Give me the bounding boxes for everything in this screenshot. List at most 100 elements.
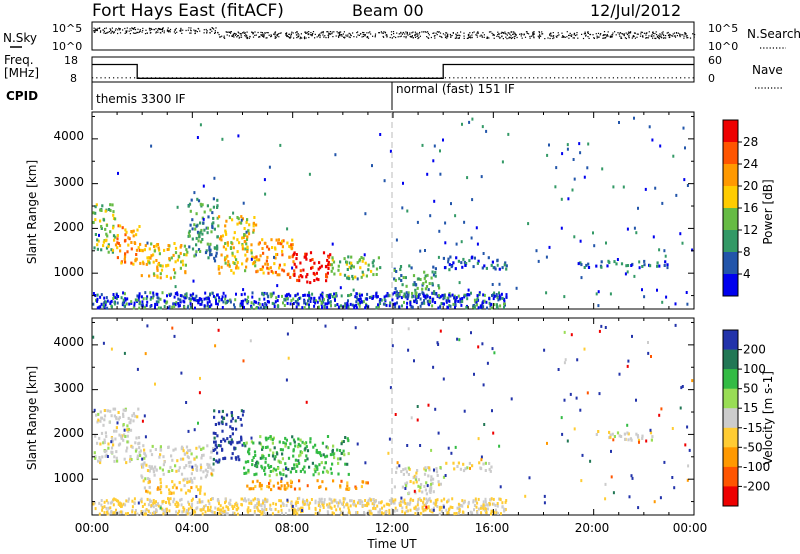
echo-cell bbox=[658, 248, 661, 252]
echo-cell bbox=[372, 259, 375, 263]
echo-cell bbox=[271, 292, 274, 296]
nsky-point bbox=[551, 35, 553, 37]
echo-cell bbox=[155, 500, 157, 504]
echo-cell bbox=[288, 508, 291, 512]
nsky-point bbox=[475, 34, 477, 36]
nsky-point bbox=[606, 34, 608, 36]
echo-cell bbox=[147, 503, 150, 507]
echo-cell bbox=[218, 215, 221, 219]
echo-cell bbox=[190, 452, 193, 456]
echo-cell bbox=[289, 245, 292, 249]
nsky-point bbox=[285, 33, 288, 35]
nsky-point bbox=[304, 36, 306, 38]
nsky-point bbox=[449, 33, 451, 36]
nsky-point bbox=[476, 36, 478, 38]
echo-cell bbox=[298, 507, 301, 511]
echo-cell bbox=[325, 264, 328, 268]
echo-cell bbox=[214, 506, 217, 510]
nsky-point bbox=[97, 27, 99, 29]
echo-cell bbox=[116, 256, 119, 260]
echo-cell bbox=[242, 201, 245, 205]
echo-cell bbox=[195, 236, 198, 240]
echo-cell bbox=[133, 241, 136, 245]
echo-cell bbox=[96, 299, 99, 303]
echo-cell bbox=[106, 510, 108, 514]
echo-cell bbox=[630, 474, 633, 478]
echo-cell bbox=[476, 501, 479, 505]
echo-cell bbox=[171, 469, 174, 472]
nsky-label: N.Sky bbox=[3, 31, 37, 45]
echo-cell bbox=[342, 497, 345, 501]
echo-cell bbox=[264, 436, 267, 440]
echo-cell bbox=[215, 445, 218, 449]
nsky-point bbox=[295, 32, 297, 34]
xlabel: Time UT bbox=[366, 537, 417, 551]
echo-cell bbox=[243, 305, 245, 309]
nsky-point bbox=[427, 31, 429, 33]
nsky-point bbox=[213, 28, 215, 30]
echo-cell bbox=[463, 295, 466, 299]
echo-cell bbox=[292, 252, 295, 256]
echo-cell bbox=[143, 502, 146, 506]
echo-cell bbox=[272, 469, 275, 473]
echo-cell bbox=[490, 306, 493, 310]
echo-cell bbox=[142, 444, 145, 448]
echo-cell bbox=[297, 437, 300, 441]
echo-cell bbox=[305, 445, 308, 449]
echo-cell bbox=[231, 504, 234, 508]
echo-cell bbox=[566, 147, 569, 151]
echo-cell bbox=[260, 464, 263, 468]
echo-cell bbox=[595, 292, 598, 296]
echo-cell bbox=[306, 457, 309, 461]
echo-cell bbox=[424, 296, 427, 300]
echo-cell bbox=[494, 508, 497, 512]
nsky-point bbox=[340, 34, 342, 36]
nsky-point bbox=[515, 34, 517, 36]
echo-cell bbox=[203, 228, 206, 232]
echo-cell bbox=[231, 432, 234, 436]
echo-cell bbox=[388, 437, 391, 441]
echo-cell bbox=[507, 132, 510, 136]
nsky-point bbox=[653, 35, 655, 37]
echo-cell bbox=[261, 510, 264, 514]
nsky-point bbox=[416, 35, 418, 37]
nsky-point bbox=[493, 37, 495, 39]
nsky-point bbox=[166, 30, 168, 32]
nsky-point bbox=[463, 35, 465, 37]
echo-cell bbox=[286, 241, 289, 245]
echo-cell bbox=[179, 498, 182, 502]
echo-cell bbox=[223, 510, 226, 513]
echo-cell bbox=[267, 463, 270, 467]
echo-cell bbox=[154, 305, 156, 309]
echo-cell bbox=[116, 234, 119, 237]
echo-cell bbox=[156, 243, 160, 246]
echo-cell bbox=[94, 294, 97, 297]
echo-cell bbox=[109, 409, 112, 413]
echo-cell bbox=[297, 507, 300, 511]
echo-cell bbox=[420, 483, 423, 486]
echo-cell bbox=[110, 501, 112, 505]
nsky-point bbox=[161, 29, 164, 31]
echo-cell bbox=[434, 267, 437, 271]
nsky-point bbox=[237, 35, 239, 37]
echo-cell bbox=[379, 266, 382, 270]
nsky-point bbox=[658, 37, 660, 39]
echo-cell bbox=[660, 407, 663, 411]
nsky-point bbox=[280, 32, 282, 34]
echo-cell bbox=[488, 301, 491, 305]
echo-cell bbox=[438, 286, 441, 290]
echo-cell bbox=[307, 299, 309, 303]
echo-cell bbox=[128, 302, 131, 306]
echo-cell bbox=[176, 291, 179, 295]
nsky-point bbox=[245, 34, 247, 36]
echo-cell bbox=[480, 458, 483, 462]
echo-cell bbox=[141, 260, 145, 264]
echo-cell bbox=[318, 463, 321, 467]
echo-cell bbox=[274, 455, 277, 459]
echo-cell bbox=[224, 242, 227, 245]
echo-cell bbox=[343, 304, 346, 308]
echo-cell bbox=[127, 243, 130, 247]
echo-cell bbox=[214, 440, 217, 444]
echo-cell bbox=[112, 210, 115, 214]
echo-cell bbox=[474, 499, 477, 503]
